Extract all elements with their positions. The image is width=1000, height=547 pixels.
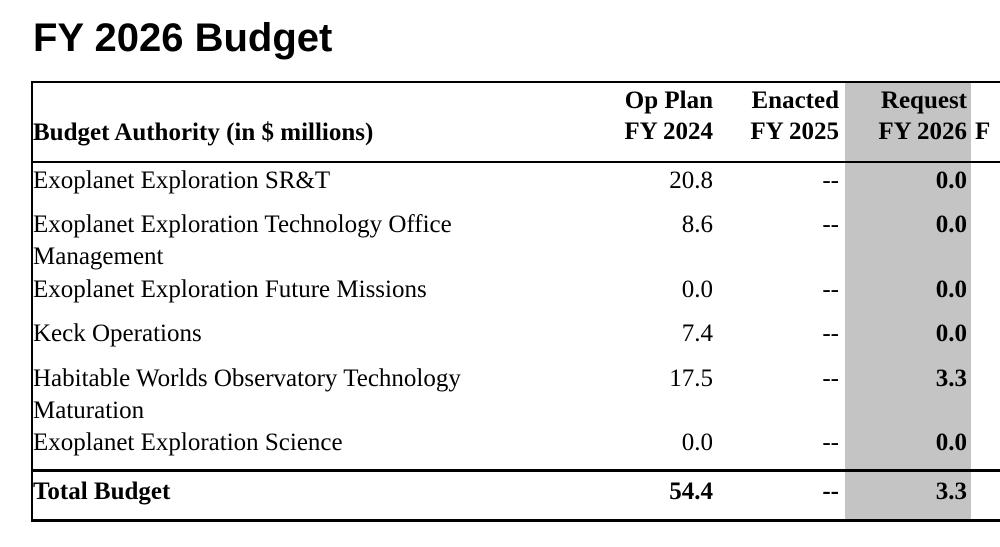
row-fy2026: 0.0 (935, 429, 967, 456)
total-fy2025: -- (822, 478, 839, 505)
row-label: Habitable Worlds Observatory Technology … (33, 365, 461, 424)
row-fy2025: -- (822, 365, 839, 392)
header-col4-partial: F (975, 118, 991, 145)
header-bottom-rule (31, 161, 1000, 163)
row-label: Exoplanet Exploration Technology Office … (33, 211, 452, 270)
request-column-shading (845, 81, 971, 522)
header-request-line1: Request (880, 87, 967, 114)
row-fy2025: -- (822, 429, 839, 456)
table-left-rule (31, 81, 33, 522)
row-fy2024: 8.6 (681, 211, 713, 238)
row-label: Exoplanet Exploration Science (33, 429, 343, 456)
row-label: Exoplanet Exploration Future Missions (33, 276, 427, 303)
header-enacted-line1: Enacted (751, 87, 840, 114)
row-fy2024: 17.5 (669, 365, 713, 392)
header-request-line2: FY 2026 (878, 118, 967, 145)
header-enacted-line2: FY 2025 (750, 118, 839, 145)
page-title: FY 2026 Budget (33, 16, 333, 60)
row-fy2026: 0.0 (935, 167, 967, 194)
row-fy2024: 7.4 (681, 320, 713, 347)
row-fy2025: -- (822, 167, 839, 194)
table-bottom-rule (31, 519, 1000, 522)
total-fy2026: 3.3 (935, 478, 967, 505)
row-fy2025: -- (822, 320, 839, 347)
row-fy2026: 0.0 (935, 320, 967, 347)
row-fy2026: 0.0 (935, 211, 967, 238)
header-op-plan-line2: FY 2024 (624, 118, 713, 145)
total-label: Total Budget (33, 478, 171, 505)
total-top-rule (31, 469, 1000, 472)
row-fy2024: 0.0 (681, 276, 713, 303)
header-op-plan-line1: Op Plan (624, 87, 713, 114)
row-fy2026: 3.3 (935, 365, 967, 392)
row-fy2025: -- (822, 211, 839, 238)
row-label: Exoplanet Exploration SR&T (33, 167, 331, 194)
row-fy2024: 0.0 (681, 429, 713, 456)
row-fy2024: 20.8 (669, 167, 713, 194)
table-top-rule (31, 81, 1000, 83)
total-fy2024: 54.4 (669, 478, 713, 505)
row-label: Keck Operations (33, 320, 202, 347)
row-fy2026: 0.0 (935, 276, 967, 303)
row-fy2025: -- (822, 276, 839, 303)
header-budget-authority: Budget Authority (in $ millions) (33, 119, 374, 146)
budget-table: Budget Authority (in $ millions) Op Plan… (31, 81, 1000, 522)
